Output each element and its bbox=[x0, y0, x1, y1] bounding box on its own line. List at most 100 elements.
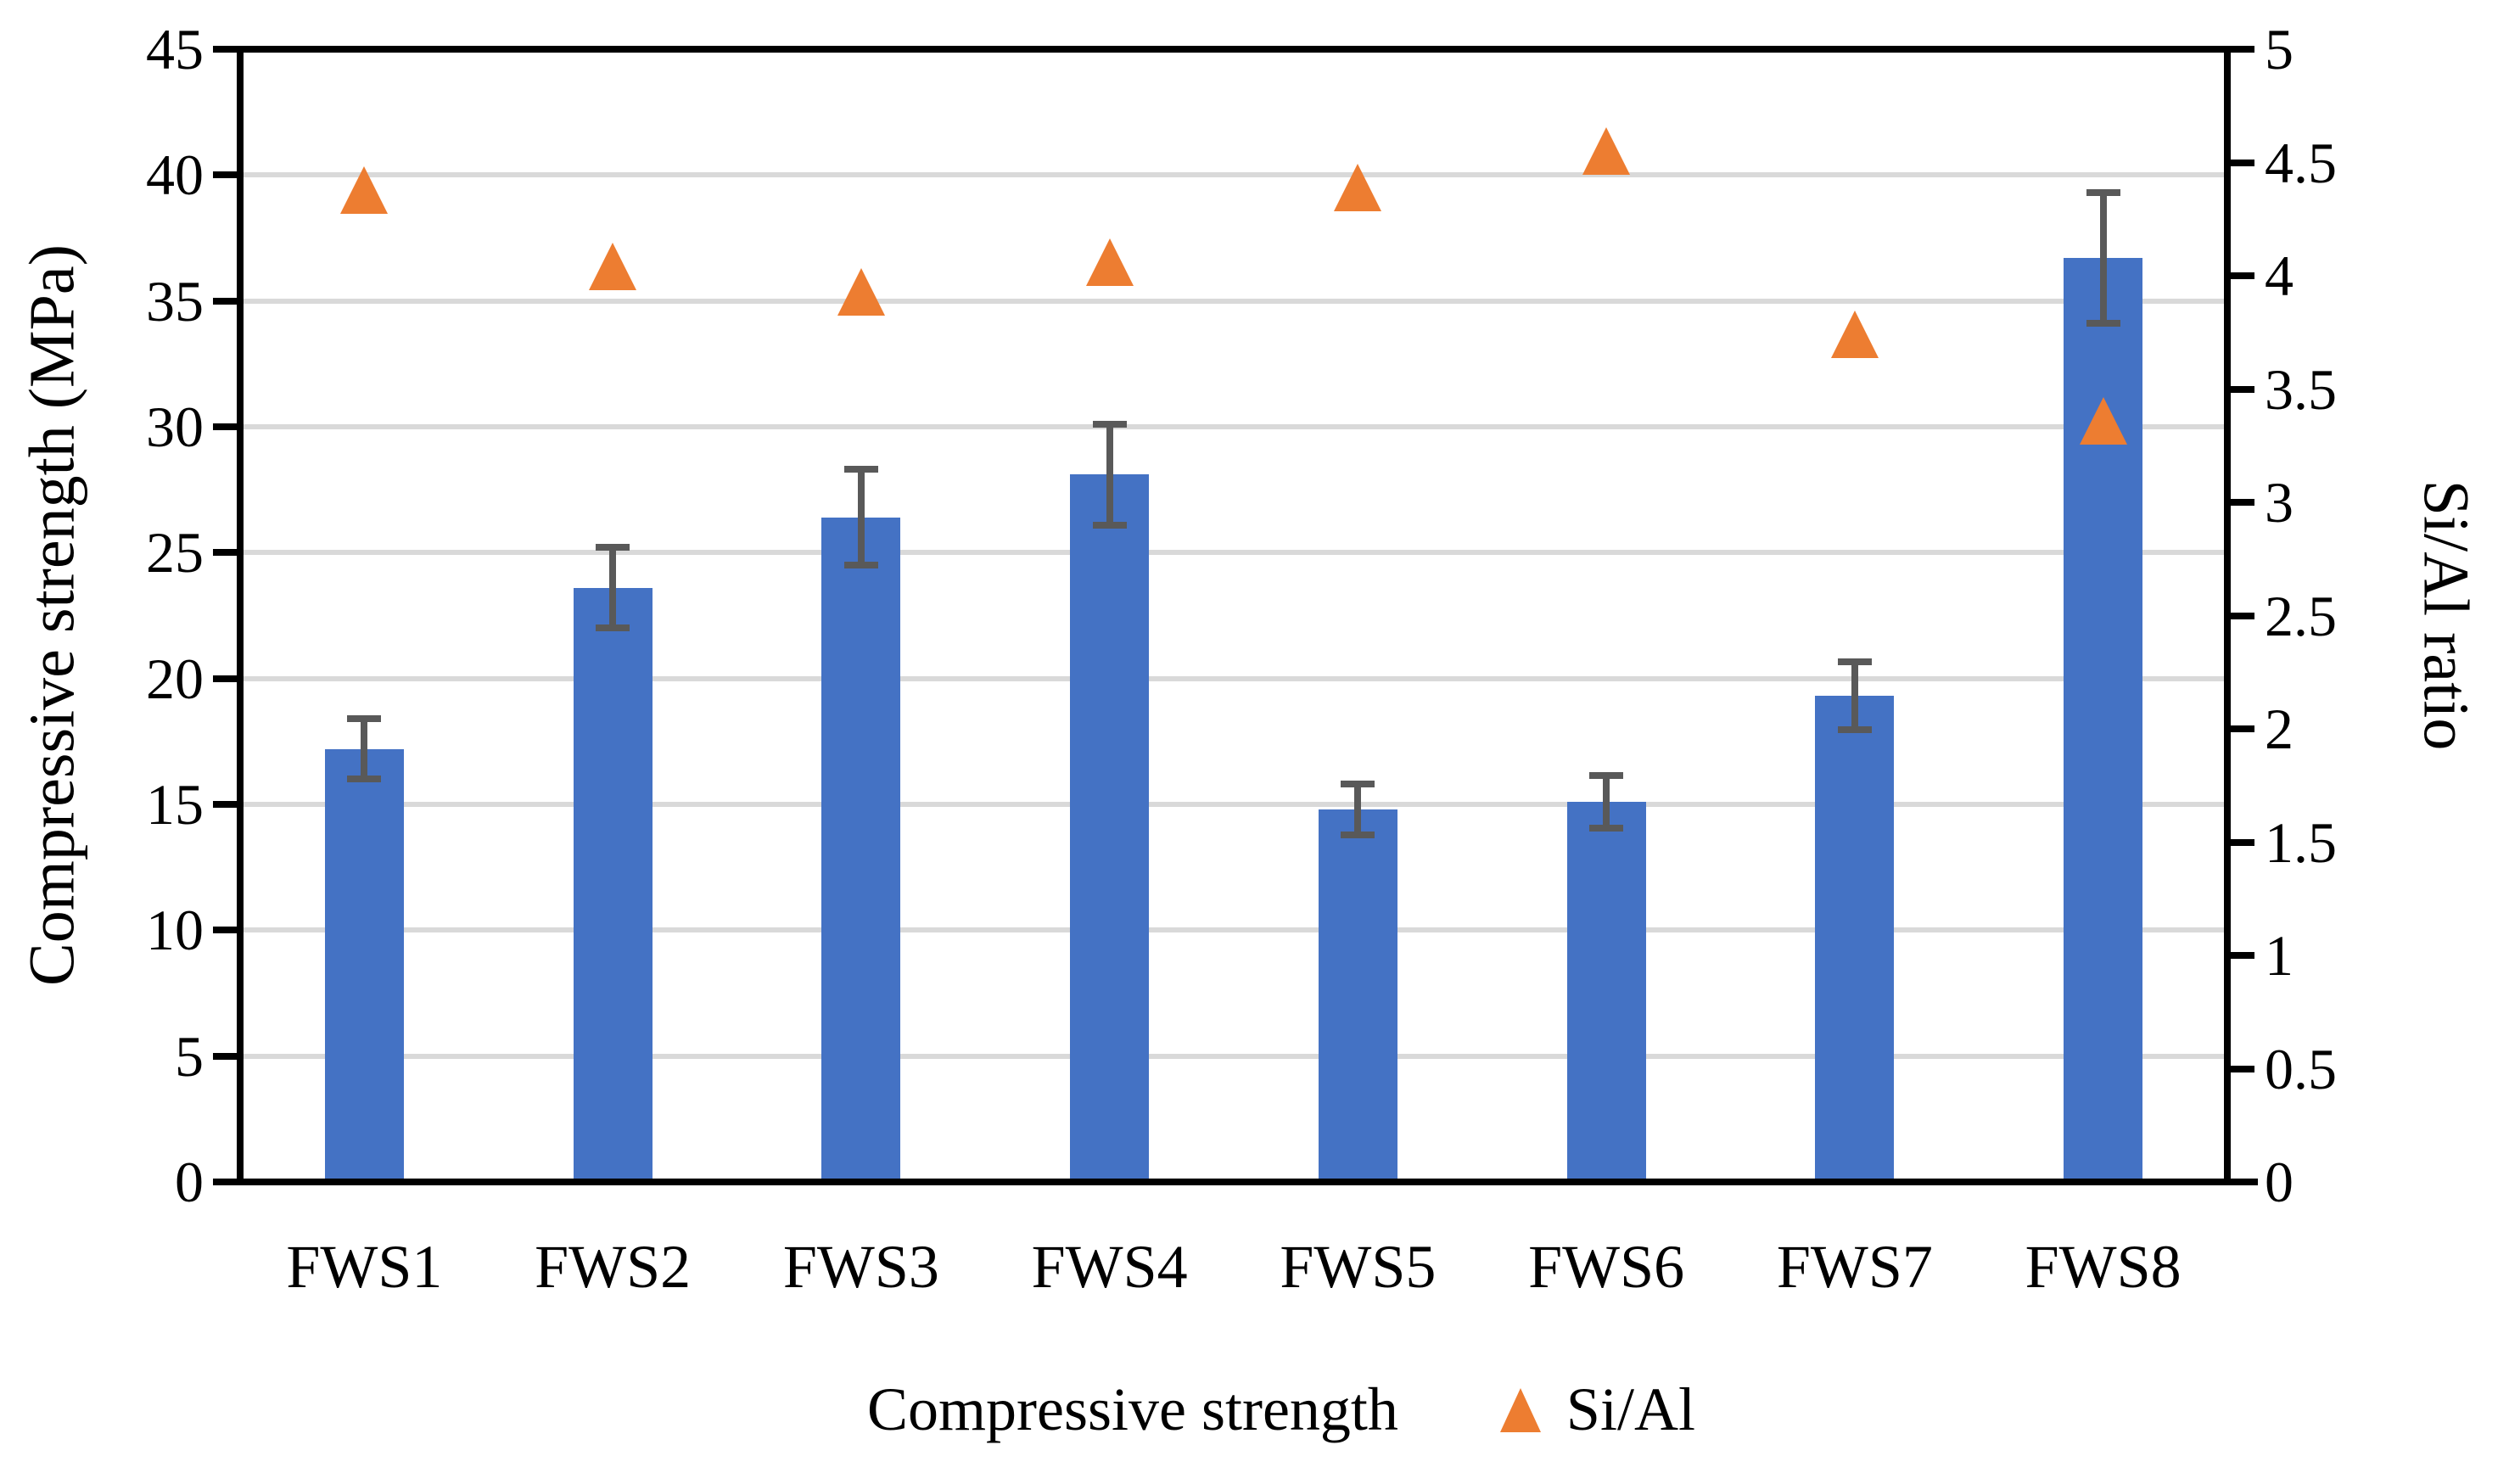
error-bar-cap-bottom bbox=[1589, 825, 1624, 832]
error-bar-cap-top bbox=[843, 466, 878, 473]
si-al-marker bbox=[1582, 127, 1631, 176]
error-bar-line bbox=[857, 469, 865, 566]
si-al-marker bbox=[1334, 163, 1382, 211]
left-axis-tick bbox=[213, 1052, 237, 1060]
right-axis-tick-label: 4.5 bbox=[2265, 130, 2337, 195]
right-axis-tick bbox=[2231, 1179, 2254, 1185]
left-axis-tick bbox=[213, 423, 237, 430]
legend-item-si-al: Si/Al bbox=[1499, 1375, 1695, 1445]
right-axis-tick-label: 5 bbox=[2265, 17, 2294, 81]
x-axis-label: FWS4 bbox=[1031, 1233, 1188, 1301]
right-axis-tick bbox=[2231, 46, 2254, 53]
right-axis-tick bbox=[2231, 1065, 2254, 1072]
right-axis-tick-label: 4 bbox=[2265, 244, 2294, 308]
left-axis-tick-label: 5 bbox=[175, 1023, 204, 1089]
right-axis-tick bbox=[2231, 159, 2254, 166]
error-bar-cap-bottom bbox=[2086, 320, 2120, 328]
error-bar-line bbox=[1603, 775, 1610, 829]
bar-fws1 bbox=[324, 748, 404, 1182]
si-al-marker bbox=[589, 243, 637, 291]
left-axis-tick bbox=[213, 927, 237, 934]
error-bar-cap-bottom bbox=[1341, 831, 1375, 838]
gridline bbox=[240, 675, 2227, 681]
left-axis-tick bbox=[213, 297, 237, 305]
left-axis-tick bbox=[213, 46, 237, 53]
legend: Compressive strength Si/Al bbox=[0, 1375, 2498, 1445]
right-axis-tick bbox=[2231, 612, 2254, 619]
x-axis-label: FWS8 bbox=[2025, 1233, 2182, 1301]
x-axis-label: FWS7 bbox=[1776, 1233, 1933, 1301]
si-al-marker bbox=[837, 267, 885, 316]
left-axis-tick-label: 20 bbox=[146, 646, 204, 711]
gridline bbox=[240, 298, 2227, 304]
right-axis-tick bbox=[2231, 272, 2254, 279]
error-bar-line bbox=[609, 547, 617, 629]
x-axis-label: FWS1 bbox=[286, 1233, 443, 1301]
right-axis-tick-label: 1 bbox=[2265, 923, 2294, 988]
left-axis-tick-label: 15 bbox=[146, 772, 204, 837]
error-bar-line bbox=[1851, 662, 1858, 731]
bar-fws3 bbox=[821, 517, 901, 1182]
left-axis-tick-label: 30 bbox=[146, 395, 204, 459]
error-bar-cap-bottom bbox=[596, 624, 630, 632]
right-axis-tick-label: 0 bbox=[2265, 1150, 2294, 1214]
left-axis-tick bbox=[213, 549, 237, 557]
error-bar-cap-top bbox=[2086, 189, 2120, 197]
gridline bbox=[240, 927, 2227, 933]
si-al-marker bbox=[340, 165, 389, 214]
left-axis-tick-label: 40 bbox=[146, 143, 204, 208]
x-axis-label: FWS5 bbox=[1280, 1233, 1437, 1301]
bar-fws4 bbox=[1070, 474, 1150, 1182]
left-axis-tick bbox=[213, 675, 237, 682]
error-bar-cap-top bbox=[596, 544, 630, 552]
bar-fws2 bbox=[573, 587, 653, 1182]
legend-label: Compressive strength bbox=[867, 1375, 1398, 1443]
triangle-marker-icon bbox=[1499, 1387, 1541, 1432]
left-axis-tick-label: 25 bbox=[146, 520, 204, 585]
si-al-marker bbox=[1085, 238, 1134, 286]
error-bar-line bbox=[361, 719, 368, 780]
right-axis-tick bbox=[2231, 952, 2254, 959]
error-bar-cap-bottom bbox=[1837, 726, 1872, 734]
x-axis-line bbox=[216, 1179, 2258, 1185]
right-axis-tick bbox=[2231, 499, 2254, 506]
left-axis-tick bbox=[213, 1179, 237, 1185]
legend-label: Si/Al bbox=[1565, 1375, 1695, 1443]
right-axis-tick bbox=[2231, 725, 2254, 732]
error-bar-line bbox=[1106, 424, 1113, 525]
left-axis-tick bbox=[213, 801, 237, 808]
gridline bbox=[240, 550, 2227, 556]
legend-item-compressive-strength: Compressive strength bbox=[803, 1375, 1398, 1445]
x-axis-label: FWS6 bbox=[1528, 1233, 1685, 1301]
top-border-line bbox=[237, 46, 2231, 53]
right-axis-tick-label: 1.5 bbox=[2265, 809, 2337, 875]
right-axis-tick-label: 3 bbox=[2265, 470, 2294, 535]
bar-fws7 bbox=[1815, 696, 1895, 1182]
si-al-marker bbox=[1830, 311, 1879, 359]
bar-series-swatch-icon bbox=[803, 1382, 842, 1438]
left-axis-tick-label: 45 bbox=[146, 17, 204, 81]
x-axis-label: FWS2 bbox=[535, 1233, 692, 1301]
left-axis-title: Compressive strength (MPa) bbox=[16, 244, 88, 986]
left-axis-tick bbox=[213, 171, 237, 179]
left-axis-tick-label: 10 bbox=[146, 898, 204, 963]
left-axis-line bbox=[237, 46, 244, 1185]
right-axis-line bbox=[2224, 46, 2231, 1185]
si-al-marker bbox=[2079, 396, 2127, 445]
error-bar-line bbox=[1354, 784, 1362, 835]
bar-fws5 bbox=[1318, 809, 1397, 1182]
gridline bbox=[240, 802, 2227, 807]
left-axis-tick-label: 35 bbox=[146, 268, 204, 333]
error-bar-cap-top bbox=[1837, 658, 1872, 666]
right-axis-tick bbox=[2231, 838, 2254, 846]
error-bar-cap-top bbox=[1092, 421, 1127, 428]
right-axis-tick-label: 2.5 bbox=[2265, 583, 2337, 648]
right-axis-tick-label: 2 bbox=[2265, 697, 2294, 761]
right-axis-tick-label: 0.5 bbox=[2265, 1036, 2337, 1101]
left-axis-tick-label: 0 bbox=[175, 1150, 204, 1214]
error-bar-line bbox=[2099, 193, 2107, 324]
x-axis-label: FWS3 bbox=[782, 1233, 939, 1301]
gridline bbox=[240, 424, 2227, 429]
error-bar-cap-top bbox=[347, 715, 382, 723]
bar-fws6 bbox=[1566, 802, 1646, 1182]
